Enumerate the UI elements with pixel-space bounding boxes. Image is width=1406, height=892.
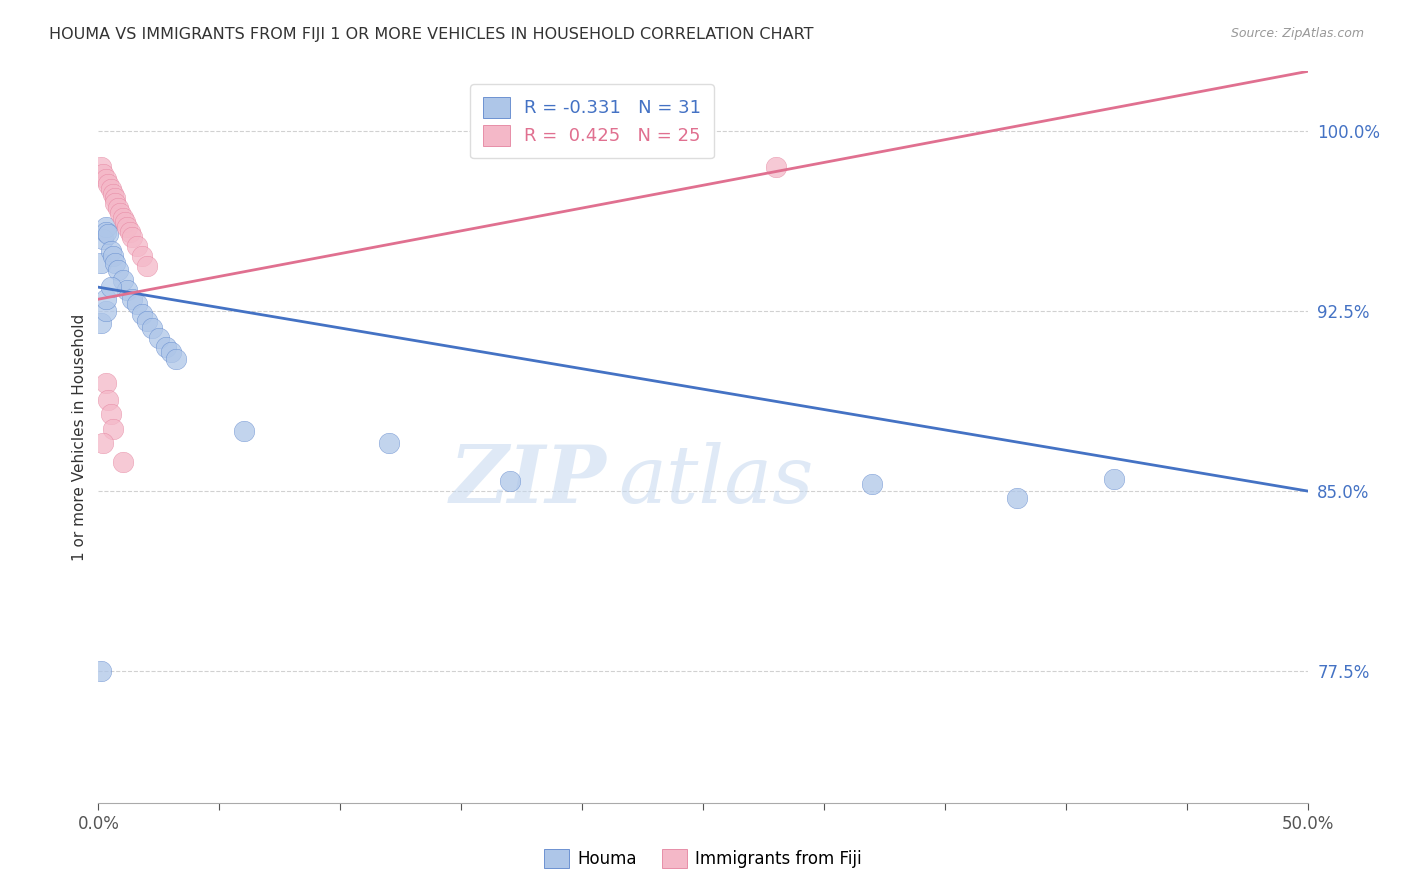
Point <box>141 321 163 335</box>
Point <box>97 177 120 191</box>
Point <box>111 273 134 287</box>
Point <box>107 263 129 277</box>
Point <box>101 249 124 263</box>
Point <box>498 475 520 489</box>
Point <box>117 283 139 297</box>
Point <box>148 330 170 344</box>
Point <box>111 455 134 469</box>
Point <box>94 220 117 235</box>
Point <box>91 232 114 246</box>
Text: ZIP: ZIP <box>450 442 606 520</box>
Point <box>127 297 149 311</box>
Point <box>165 352 187 367</box>
Point <box>118 225 141 239</box>
Point <box>121 292 143 306</box>
Point <box>111 211 134 225</box>
Point <box>127 239 149 253</box>
Point <box>232 424 254 438</box>
Point <box>114 215 136 229</box>
Point <box>90 664 112 678</box>
Legend: R = -0.331   N = 31, R =  0.425   N = 25: R = -0.331 N = 31, R = 0.425 N = 25 <box>470 84 714 158</box>
Point <box>90 316 112 330</box>
Point <box>94 304 117 318</box>
Point <box>101 186 124 201</box>
Point <box>94 172 117 186</box>
Point <box>135 259 157 273</box>
Point <box>860 476 883 491</box>
Y-axis label: 1 or more Vehicles in Household: 1 or more Vehicles in Household <box>72 313 87 561</box>
Point <box>101 422 124 436</box>
Point <box>131 249 153 263</box>
Point <box>91 168 114 182</box>
Point <box>131 307 153 321</box>
Legend: Houma, Immigrants from Fiji: Houma, Immigrants from Fiji <box>537 842 869 875</box>
Text: HOUMA VS IMMIGRANTS FROM FIJI 1 OR MORE VEHICLES IN HOUSEHOLD CORRELATION CHART: HOUMA VS IMMIGRANTS FROM FIJI 1 OR MORE … <box>49 27 814 42</box>
Point <box>117 220 139 235</box>
Point <box>104 196 127 211</box>
Point <box>135 314 157 328</box>
Point <box>104 256 127 270</box>
Point <box>108 206 131 220</box>
Point <box>97 392 120 407</box>
Point <box>160 345 183 359</box>
Point <box>1102 472 1125 486</box>
Point <box>100 244 122 259</box>
Point <box>377 436 399 450</box>
Point <box>104 191 127 205</box>
Point <box>94 376 117 391</box>
Point <box>765 161 787 175</box>
Point <box>97 227 120 242</box>
Point <box>90 161 112 175</box>
Text: atlas: atlas <box>619 442 814 520</box>
Point <box>121 230 143 244</box>
Point <box>100 407 122 421</box>
Point <box>107 201 129 215</box>
Point <box>90 256 112 270</box>
Point <box>94 292 117 306</box>
Point <box>94 225 117 239</box>
Point <box>100 280 122 294</box>
Text: Source: ZipAtlas.com: Source: ZipAtlas.com <box>1230 27 1364 40</box>
Point <box>91 436 114 450</box>
Point <box>155 340 177 354</box>
Point <box>100 182 122 196</box>
Point <box>1007 491 1029 506</box>
